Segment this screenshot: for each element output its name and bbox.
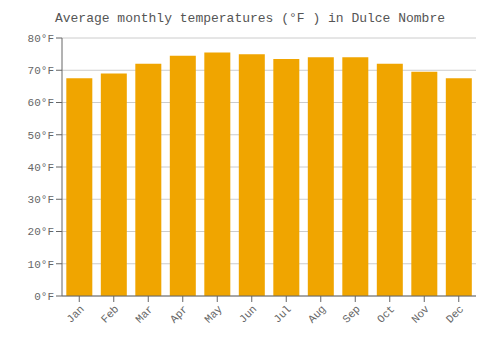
svg-text:Dec: Dec (444, 303, 466, 325)
html-text:Average monthly temperatures (: Average monthly temperatures (°F ) in Du… (55, 11, 445, 26)
svg-text:80°F: 80°F (28, 33, 54, 45)
svg-text:40°F: 40°F (28, 162, 54, 174)
svg-text:20°F: 20°F (28, 226, 54, 238)
svg-text:Jan: Jan (64, 303, 86, 325)
svg-text:Feb: Feb (99, 303, 121, 325)
svg-text:Mar: Mar (133, 303, 155, 325)
svg-text:60°F: 60°F (28, 97, 54, 109)
svg-text:May: May (202, 303, 225, 326)
svg-text:Aug: Aug (306, 303, 328, 325)
svg-text:Apr: Apr (168, 303, 190, 325)
svg-text:30°F: 30°F (28, 194, 54, 206)
svg-text:Nov: Nov (409, 303, 432, 326)
svg-text:70°F: 70°F (28, 65, 54, 77)
svg-text:Oct: Oct (375, 303, 397, 325)
svg-text:Sep: Sep (340, 303, 362, 325)
svg-text:Jun: Jun (237, 303, 259, 325)
svg-text:50°F: 50°F (28, 130, 54, 142)
svg-text:Jul: Jul (271, 303, 293, 325)
svg-text:10°F: 10°F (28, 259, 54, 271)
svg-text:0°F: 0°F (34, 291, 54, 303)
